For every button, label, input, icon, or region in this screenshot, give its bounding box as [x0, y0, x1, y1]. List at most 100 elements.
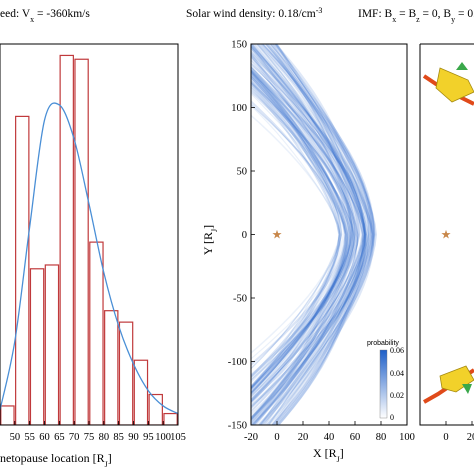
boundary-strand — [275, 44, 372, 425]
boundary-strand — [251, 85, 347, 381]
boundary-strand — [258, 44, 377, 425]
boundary-strand — [251, 86, 341, 379]
colorbar-tick: 0.06 — [390, 346, 404, 355]
boundary-strand — [251, 55, 367, 416]
boundary-strand — [251, 69, 349, 396]
histogram-bars — [0, 54, 178, 425]
probability-map-panel: ★ probability 0.06 0.04 0.02 0 -20 0 20 40 6… — [201, 40, 415, 464]
map-ticks: -20 0 20 40 60 80 100 150 100 50 0 -50 -100 -150 — [228, 40, 415, 444]
boundary-strand — [267, 44, 369, 425]
map-x-label: X [RJ] — [313, 446, 344, 464]
x-tick-label: 50 — [10, 432, 21, 443]
boundary-strand — [271, 44, 375, 425]
histogram-bar — [133, 359, 149, 425]
boundary-strand — [251, 64, 366, 401]
histogram-bar — [29, 268, 45, 425]
boundary-strand — [251, 79, 346, 397]
boundary-strand — [251, 52, 360, 421]
boundary-strand — [274, 44, 375, 425]
boundary-strand — [251, 92, 341, 384]
x-tick-label: 20 — [298, 432, 309, 443]
y-tick-label: 50 — [237, 167, 248, 178]
boundary-strand — [251, 68, 360, 404]
boundary-strand — [270, 44, 375, 425]
x-tick-label: 95 — [143, 432, 154, 443]
boundary-strand — [259, 44, 364, 425]
x-tick-label: -20 — [244, 432, 258, 443]
histogram-bar — [163, 412, 178, 425]
boundary-strand — [251, 46, 358, 424]
histogram-x-ticks: 50 55 60 65 70 75 80 85 90 95 100 105 — [10, 421, 186, 443]
boundary-strand — [251, 69, 350, 399]
boundary-strand — [269, 44, 371, 425]
magnetosphere-shape-top — [435, 67, 474, 103]
y-tick-label: 150 — [231, 40, 247, 51]
boundary-strand — [251, 72, 349, 389]
boundary-strand — [251, 70, 350, 405]
colorbar: probability 0.06 0.04 0.02 0 — [367, 340, 404, 422]
histogram-frame — [0, 43, 179, 426]
x-tick-label: 75 — [84, 432, 95, 443]
boundary-strand — [251, 48, 356, 422]
x-tick-label: 0 — [274, 432, 279, 443]
x-tick-label: 85 — [113, 432, 124, 443]
x-tick-label: 60 — [39, 432, 50, 443]
histogram-panel: 50 55 60 65 70 75 80 85 90 95 100 105 netopause loc… — [0, 43, 186, 469]
boundary-strand — [251, 44, 367, 422]
colorbar-title: probability — [367, 340, 399, 347]
boundary-strand — [251, 75, 352, 391]
boundary-strand — [251, 66, 356, 403]
x-tick-label: 0 — [443, 432, 448, 443]
right-frame — [419, 43, 474, 426]
histogram-bar — [118, 321, 134, 425]
arrow-bottom-icon — [462, 384, 472, 394]
y-tick-label: -100 — [228, 357, 247, 368]
boundary-strand — [251, 82, 357, 390]
boundary-strand — [274, 44, 376, 425]
boundary-strand — [251, 74, 348, 391]
y-tick-label: 0 — [242, 230, 247, 241]
boundary-strand — [251, 71, 350, 395]
histogram-bar — [59, 54, 74, 425]
right-panel: ★ 0 20 — [419, 43, 474, 443]
colorbar-tick: 0.02 — [390, 391, 404, 400]
colorbar-tick: 0 — [390, 413, 394, 422]
boundary-strand — [261, 44, 367, 425]
jupiter-star-marker: ★ — [272, 228, 283, 242]
boundary-strand — [251, 70, 354, 401]
histogram-x-label: netopause location [RJ] — [0, 451, 112, 469]
boundary-strand — [254, 44, 367, 425]
boundary-strand — [251, 44, 367, 425]
x-tick-label: 60 — [350, 432, 361, 443]
x-tick-label: 55 — [24, 432, 35, 443]
field-line-sketches — [422, 62, 474, 404]
boundary-strand — [267, 44, 368, 425]
boundary-strand — [258, 44, 375, 425]
boundary-strand — [265, 44, 367, 425]
x-tick-label: 40 — [324, 432, 335, 443]
boundary-strand — [251, 100, 347, 367]
boundary-strand — [251, 62, 374, 403]
boundary-strand — [251, 65, 353, 409]
boundary-strand — [263, 44, 368, 425]
boundary-strand — [251, 62, 359, 403]
y-tick-label: -150 — [228, 421, 247, 432]
boundary-strand — [251, 81, 355, 382]
boundary-strand — [251, 89, 354, 378]
x-tick-label: 70 — [69, 432, 80, 443]
y-tick-label: 100 — [231, 103, 247, 114]
boundary-strand — [251, 74, 341, 391]
boundary-strand — [251, 56, 374, 412]
histogram-bar — [15, 115, 30, 425]
header-density: Solar wind density: 0.18/cm-3 — [186, 6, 322, 21]
x-tick-label: 100 — [399, 432, 415, 443]
boundary-strand — [251, 44, 361, 425]
boundary-strand — [251, 58, 356, 414]
right-x-ticks: 0 20 — [443, 421, 474, 443]
boundary-strand — [251, 104, 342, 360]
x-tick-label: 90 — [128, 432, 139, 443]
x-tick-label: 65 — [54, 432, 65, 443]
boundary-strand — [251, 68, 363, 402]
colorbar-gradient — [379, 349, 388, 419]
